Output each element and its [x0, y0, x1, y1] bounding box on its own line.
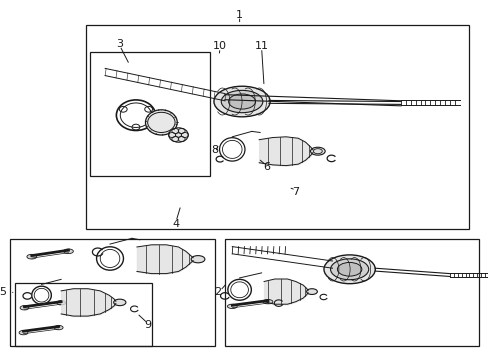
Text: 2: 2 [214, 287, 221, 297]
Text: 11: 11 [254, 41, 268, 51]
Text: 6: 6 [263, 162, 269, 172]
Text: 5: 5 [0, 287, 6, 297]
Ellipse shape [19, 330, 28, 335]
Text: 10: 10 [213, 41, 226, 51]
Text: 1: 1 [236, 10, 243, 20]
Text: 9: 9 [144, 320, 151, 330]
Ellipse shape [306, 289, 317, 294]
Ellipse shape [227, 304, 237, 309]
Bar [90, 52, 210, 176]
Text: 8: 8 [211, 145, 218, 156]
Ellipse shape [337, 262, 361, 276]
Ellipse shape [228, 94, 255, 109]
Ellipse shape [263, 300, 272, 304]
Ellipse shape [168, 128, 188, 142]
Ellipse shape [191, 256, 204, 263]
Ellipse shape [20, 306, 29, 310]
Ellipse shape [330, 259, 368, 280]
Bar [15, 283, 151, 346]
Ellipse shape [310, 147, 325, 155]
Ellipse shape [221, 90, 263, 113]
Bar [10, 239, 215, 346]
Ellipse shape [54, 325, 63, 330]
Ellipse shape [113, 299, 125, 306]
Ellipse shape [323, 255, 375, 284]
Bar [85, 25, 468, 229]
Ellipse shape [214, 86, 269, 117]
Text: 4: 4 [172, 219, 179, 229]
Text: 7: 7 [292, 186, 299, 197]
Ellipse shape [63, 249, 73, 253]
Ellipse shape [145, 110, 177, 135]
Text: 3: 3 [116, 39, 123, 49]
Bar [224, 239, 478, 346]
Ellipse shape [27, 254, 37, 259]
Ellipse shape [57, 301, 65, 305]
